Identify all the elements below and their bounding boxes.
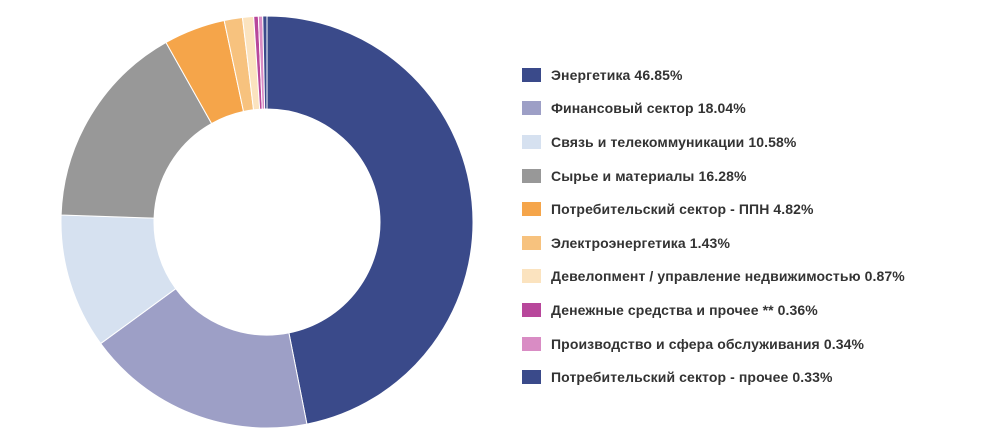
chart-legend: Энергетика 46.85% Финансовый сектор 18.04… bbox=[522, 58, 905, 394]
legend-item-2: Финансовый сектор 18.04% bbox=[522, 92, 905, 126]
legend-item-4: Сырье и материалы 16.28% bbox=[522, 159, 905, 193]
legend-item-3: Связь и телекоммуникации 10.58% bbox=[522, 125, 905, 159]
legend-label: Сырье и материалы 16.28% bbox=[551, 167, 747, 184]
legend-label: Денежные средства и прочее ** 0.36% bbox=[551, 301, 818, 318]
legend-swatch bbox=[522, 168, 541, 183]
legend-label: Финансовый сектор 18.04% bbox=[551, 100, 746, 117]
legend-swatch bbox=[522, 134, 541, 149]
legend-swatch bbox=[522, 67, 541, 82]
legend-item-10: Потребительский сектор - прочее 0.33% bbox=[522, 360, 905, 394]
legend-label: Потребительский сектор - ППН 4.82% bbox=[551, 201, 814, 218]
legend-item-7: Девелопмент / управление недвижимостью 0… bbox=[522, 260, 905, 294]
legend-swatch bbox=[522, 302, 541, 317]
legend-item-5: Потребительский сектор - ППН 4.82% bbox=[522, 192, 905, 226]
legend-swatch bbox=[522, 336, 541, 351]
legend-swatch bbox=[522, 269, 541, 284]
donut-slices bbox=[60, 15, 474, 429]
legend-item-1: Энергетика 46.85% bbox=[522, 58, 905, 92]
legend-swatch bbox=[522, 202, 541, 217]
donut-slice-1 bbox=[266, 15, 474, 425]
legend-item-9: Производство и сфера обслуживания 0.34% bbox=[522, 327, 905, 361]
legend-label: Потребительский сектор - прочее 0.33% bbox=[551, 369, 833, 386]
legend-swatch bbox=[522, 101, 541, 116]
legend-item-8: Денежные средства и прочее ** 0.36% bbox=[522, 293, 905, 327]
legend-label: Электроэнергетика 1.43% bbox=[551, 234, 730, 251]
legend-label: Девелопмент / управление недвижимостью 0… bbox=[551, 268, 905, 285]
legend-item-6: Электроэнергетика 1.43% bbox=[522, 226, 905, 260]
donut-chart bbox=[60, 15, 474, 429]
legend-label: Производство и сфера обслуживания 0.34% bbox=[551, 335, 865, 352]
donut-slice-10 bbox=[262, 15, 268, 110]
donut-slice-2 bbox=[99, 287, 308, 429]
legend-label: Энергетика 46.85% bbox=[551, 66, 683, 83]
legend-swatch bbox=[522, 370, 541, 385]
legend-label: Связь и телекоммуникации 10.58% bbox=[551, 133, 797, 150]
legend-swatch bbox=[522, 235, 541, 250]
